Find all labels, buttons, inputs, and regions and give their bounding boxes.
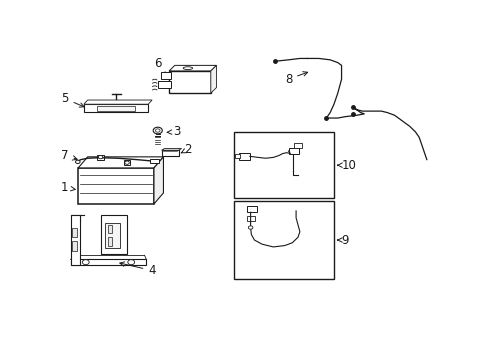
Bar [246,216,255,221]
Bar [101,215,127,254]
Bar [169,71,210,93]
Ellipse shape [183,67,192,69]
Text: 3: 3 [167,125,180,138]
Text: 7: 7 [61,149,77,162]
Text: 8: 8 [284,72,307,86]
Bar [246,206,257,212]
Text: 1: 1 [61,181,75,194]
Bar [239,153,249,159]
Text: 5: 5 [61,92,84,107]
Polygon shape [169,66,216,71]
Text: 10: 10 [341,159,356,172]
Bar [72,242,77,251]
Bar [234,154,240,158]
Bar [104,223,120,248]
Circle shape [82,260,89,265]
Bar [97,155,104,159]
Circle shape [153,127,162,134]
Polygon shape [154,157,163,204]
Circle shape [75,160,80,163]
Polygon shape [161,149,181,150]
Circle shape [248,226,252,229]
Bar [233,132,333,198]
Text: 2: 2 [181,143,191,156]
Bar [84,104,148,112]
Bar [233,201,333,279]
Polygon shape [84,100,152,104]
Bar [72,228,77,237]
Circle shape [155,129,160,132]
Text: 9: 9 [341,234,348,247]
Bar [161,72,170,79]
Bar [108,237,112,246]
Polygon shape [78,157,163,168]
Polygon shape [210,66,216,93]
Bar [288,148,299,154]
Circle shape [127,260,134,265]
Circle shape [98,156,102,159]
Bar [150,159,158,163]
Bar [108,225,112,233]
Bar [70,215,80,265]
Text: 4: 4 [120,262,156,277]
Bar [97,105,135,111]
Bar [123,160,130,165]
Bar [294,143,301,148]
Bar [161,150,178,156]
Bar [70,260,146,265]
Bar [78,168,154,204]
Bar [158,81,170,87]
Circle shape [124,161,129,164]
Text: 6: 6 [154,58,165,77]
